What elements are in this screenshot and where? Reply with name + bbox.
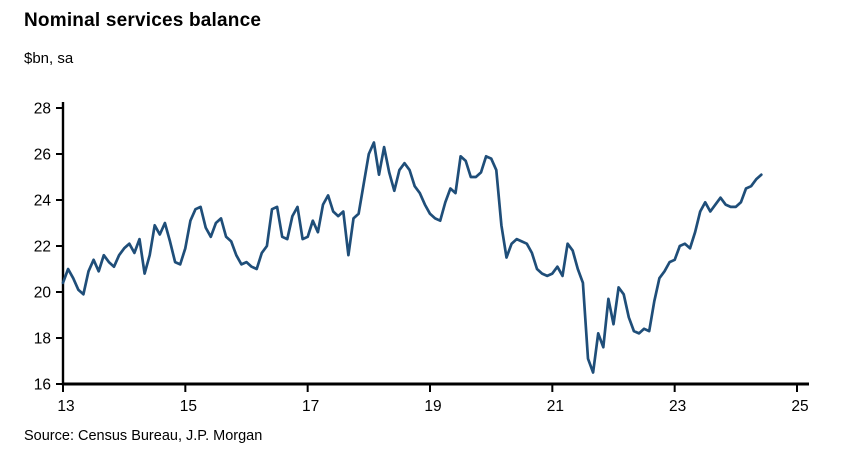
source-note: Source: Census Bureau, J.P. Morgan <box>24 428 263 444</box>
data-line-series <box>61 141 763 374</box>
x-tick-label: 19 <box>424 398 441 415</box>
y-tick-label: 26 <box>34 147 51 164</box>
y-tick-label: 20 <box>34 285 52 302</box>
x-tick-label: 13 <box>57 398 74 415</box>
x-tick-label: 17 <box>302 398 319 415</box>
x-tick-label: 23 <box>669 398 686 415</box>
y-tick-label: 28 <box>34 101 51 118</box>
x-tick-label: 21 <box>547 398 564 415</box>
line-chart: 16 18 20 22 24 26 28 13 15 17 19 21 23 25 <box>34 101 809 415</box>
y-tick-label: 24 <box>34 193 52 210</box>
y-tick-label: 18 <box>34 331 51 348</box>
x-tick-label: 15 <box>180 398 197 415</box>
y-tick-label: 22 <box>34 239 51 256</box>
chart-title: Nominal services balance <box>24 10 262 31</box>
y-tick-label: 16 <box>34 377 51 394</box>
x-tick-label: 25 <box>791 398 808 415</box>
chart-subtitle: $bn, sa <box>24 50 74 67</box>
